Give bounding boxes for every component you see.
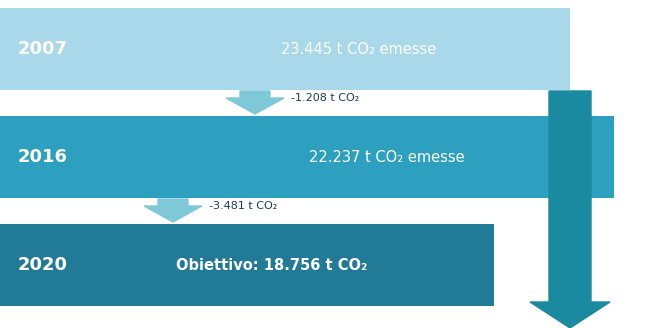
Text: 2007: 2007	[18, 40, 68, 58]
Bar	[0, 116, 614, 198]
Bar	[0, 8, 570, 90]
Text: 2016: 2016	[18, 148, 68, 166]
Polygon shape	[226, 91, 284, 114]
Text: 22.237 t CO₂ emesse: 22.237 t CO₂ emesse	[309, 150, 465, 165]
Text: 23.445 t CO₂ emesse: 23.445 t CO₂ emesse	[282, 42, 437, 56]
Text: Obiettivo: 18.756 t CO₂: Obiettivo: 18.756 t CO₂	[176, 257, 367, 273]
Text: -1.208 t CO₂: -1.208 t CO₂	[291, 93, 360, 103]
Text: -3.481 t CO₂: -3.481 t CO₂	[209, 201, 277, 211]
Polygon shape	[144, 199, 202, 222]
Text: 2020: 2020	[18, 256, 68, 274]
Bar	[0, 224, 494, 306]
Polygon shape	[530, 91, 610, 328]
